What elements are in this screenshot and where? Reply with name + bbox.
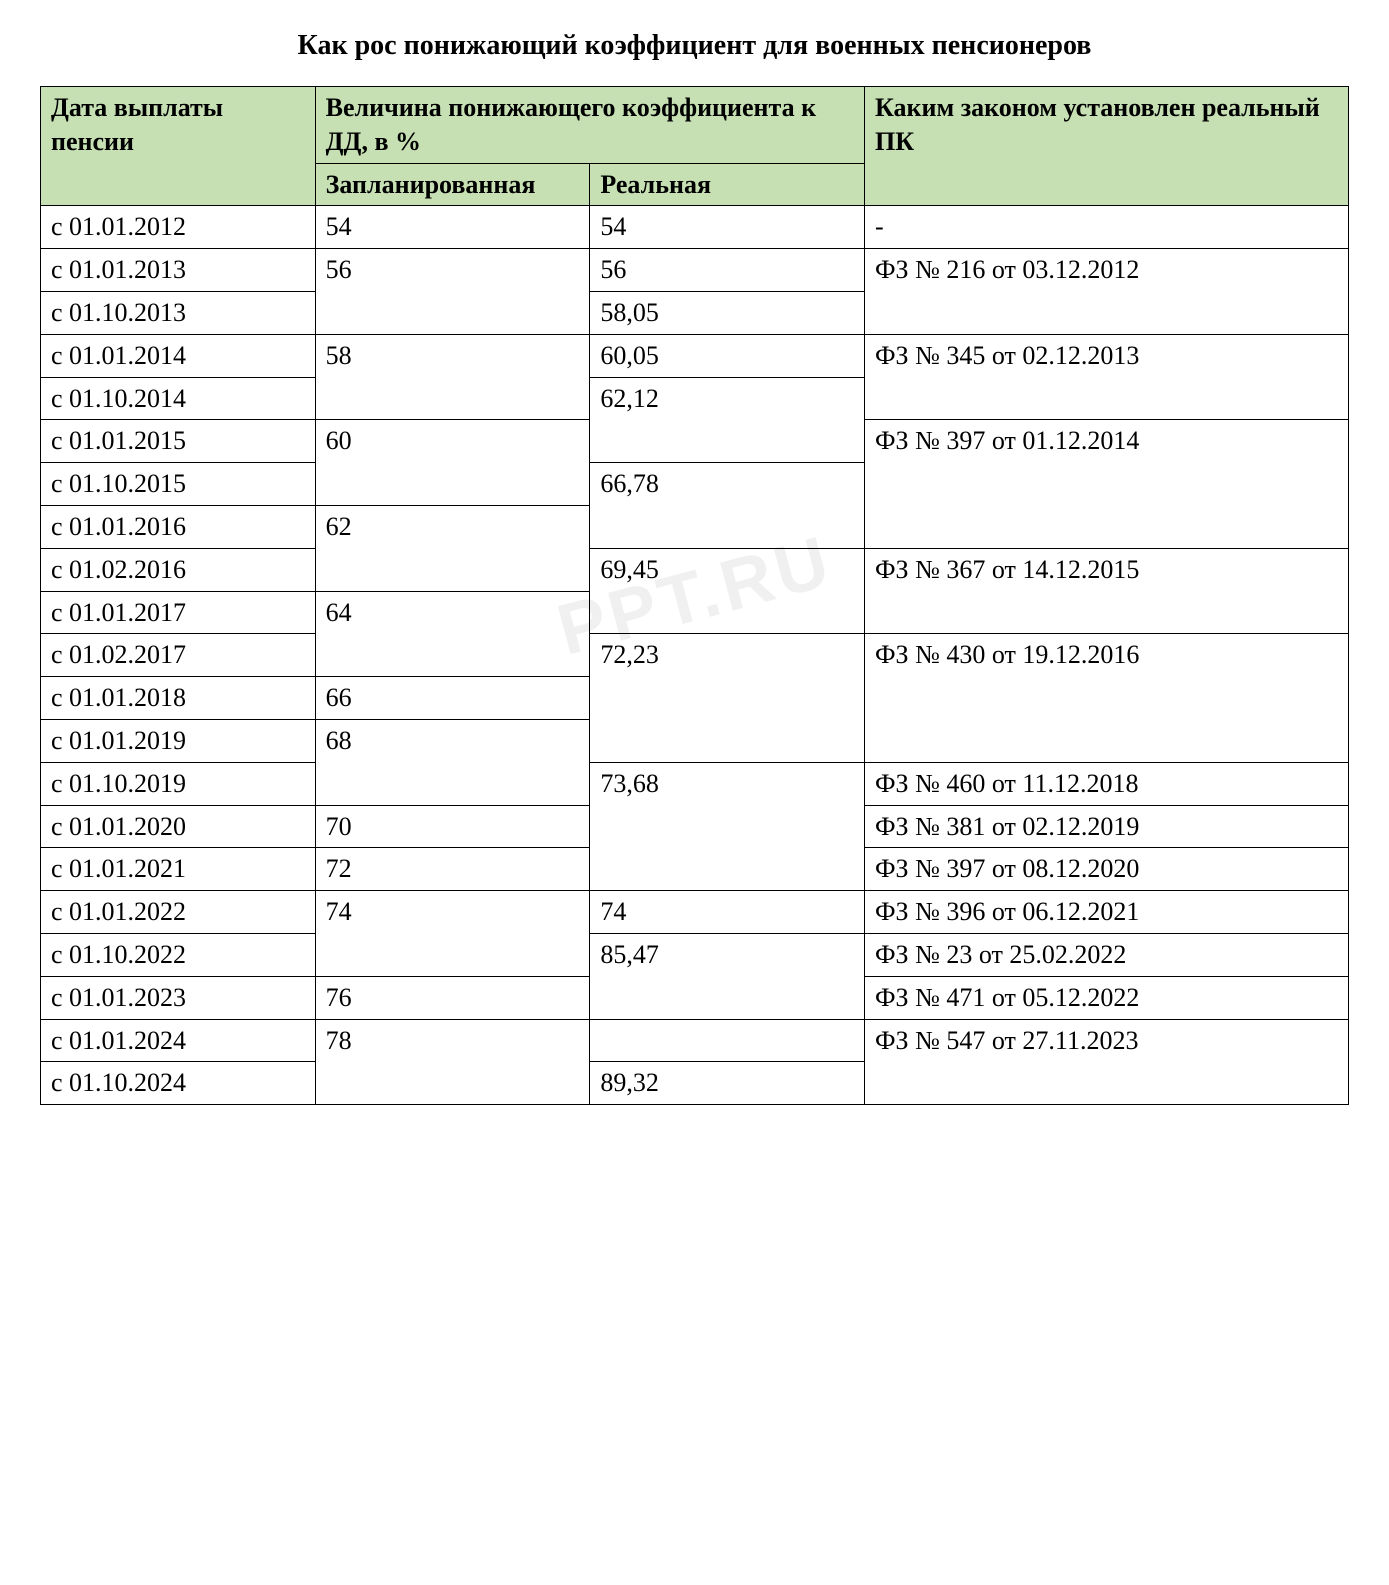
cell-law: ФЗ № 381 от 02.12.2019 <box>865 805 1349 848</box>
cell-date: с 01.10.2022 <box>41 933 316 976</box>
cell-date: с 01.01.2019 <box>41 719 316 762</box>
col-header-planned: Запланированная <box>315 163 590 206</box>
cell-date: с 01.10.2019 <box>41 762 316 805</box>
table-container: PPT.RU Дата выплаты пенсии Величина пони… <box>40 86 1349 1105</box>
cell-date: с 01.10.2014 <box>41 377 316 420</box>
cell-law: ФЗ № 397 от 01.12.2014 <box>865 420 1349 548</box>
cell-planned: 66 <box>315 677 590 720</box>
cell-planned: 62 <box>315 505 590 591</box>
cell-date: с 01.01.2016 <box>41 505 316 548</box>
cell-law: - <box>865 206 1349 249</box>
table-row: с 01.10.201973,68ФЗ № 460 от 11.12.2018 <box>41 762 1349 805</box>
page-title: Как рос понижающий коэффициент для военн… <box>40 30 1349 62</box>
col-header-law: Каким законом установлен реальный ПК <box>865 87 1349 206</box>
cell-actual: 89,32 <box>590 1062 865 1105</box>
cell-law: ФЗ № 367 от 14.12.2015 <box>865 548 1349 634</box>
cell-actual: 69,45 <box>590 548 865 634</box>
col-header-actual: Реальная <box>590 163 865 206</box>
cell-planned: 70 <box>315 805 590 848</box>
table-row: с 01.01.202478ФЗ № 547 от 27.11.2023 <box>41 1019 1349 1062</box>
table-row: с 01.02.201772,23ФЗ № 430 от 19.12.2016 <box>41 634 1349 677</box>
col-header-date: Дата выплаты пенсии <box>41 87 316 206</box>
table-row: с 01.10.202285,47ФЗ № 23 от 25.02.2022 <box>41 933 1349 976</box>
cell-date: с 01.01.2018 <box>41 677 316 720</box>
col-header-coef-group: Величина понижающего коэффициента к ДД, … <box>315 87 864 164</box>
cell-planned: 54 <box>315 206 590 249</box>
table-row: с 01.01.20227474ФЗ № 396 от 06.12.2021 <box>41 891 1349 934</box>
cell-planned: 68 <box>315 719 590 805</box>
cell-law: ФЗ № 23 от 25.02.2022 <box>865 933 1349 976</box>
cell-law: ФЗ № 430 от 19.12.2016 <box>865 634 1349 762</box>
coefficient-table: Дата выплаты пенсии Величина понижающего… <box>40 86 1349 1105</box>
cell-actual: 62,12 <box>590 377 865 463</box>
cell-actual: 56 <box>590 249 865 292</box>
cell-planned: 58 <box>315 334 590 420</box>
cell-actual: 85,47 <box>590 933 865 1019</box>
cell-planned: 60 <box>315 420 590 506</box>
cell-planned: 56 <box>315 249 590 335</box>
cell-date: с 01.02.2016 <box>41 548 316 591</box>
table-row: с 01.01.20135656ФЗ № 216 от 03.12.2012 <box>41 249 1349 292</box>
cell-actual: 74 <box>590 891 865 934</box>
table-body: с 01.01.20125454-с 01.01.20135656ФЗ № 21… <box>41 206 1349 1105</box>
cell-actual: 60,05 <box>590 334 865 377</box>
cell-date: с 01.01.2021 <box>41 848 316 891</box>
cell-actual: 58,05 <box>590 291 865 334</box>
cell-date: с 01.01.2014 <box>41 334 316 377</box>
cell-law: ФЗ № 471 от 05.12.2022 <box>865 976 1349 1019</box>
cell-date: с 01.02.2017 <box>41 634 316 677</box>
cell-date: с 01.01.2012 <box>41 206 316 249</box>
cell-planned: 78 <box>315 1019 590 1105</box>
table-row: с 01.01.20145860,05ФЗ № 345 от 02.12.201… <box>41 334 1349 377</box>
cell-law: ФЗ № 216 от 03.12.2012 <box>865 249 1349 335</box>
cell-date: с 01.01.2015 <box>41 420 316 463</box>
cell-law: ФЗ № 396 от 06.12.2021 <box>865 891 1349 934</box>
cell-law: ФЗ № 345 от 02.12.2013 <box>865 334 1349 420</box>
cell-date: с 01.10.2015 <box>41 463 316 506</box>
cell-actual: 54 <box>590 206 865 249</box>
cell-date: с 01.01.2023 <box>41 976 316 1019</box>
cell-planned: 76 <box>315 976 590 1019</box>
cell-date: с 01.10.2013 <box>41 291 316 334</box>
cell-date: с 01.01.2022 <box>41 891 316 934</box>
cell-planned: 72 <box>315 848 590 891</box>
table-row: с 01.01.20125454- <box>41 206 1349 249</box>
cell-actual: 72,23 <box>590 634 865 762</box>
cell-date: с 01.01.2013 <box>41 249 316 292</box>
cell-actual: 73,68 <box>590 762 865 890</box>
cell-law: ФЗ № 460 от 11.12.2018 <box>865 762 1349 805</box>
cell-date: с 01.01.2024 <box>41 1019 316 1062</box>
cell-law: ФЗ № 397 от 08.12.2020 <box>865 848 1349 891</box>
cell-planned: 74 <box>315 891 590 977</box>
cell-date: с 01.10.2024 <box>41 1062 316 1105</box>
cell-planned: 64 <box>315 591 590 677</box>
cell-date: с 01.01.2020 <box>41 805 316 848</box>
cell-date: с 01.01.2017 <box>41 591 316 634</box>
cell-actual <box>590 1019 865 1062</box>
table-row: с 01.02.201669,45ФЗ № 367 от 14.12.2015 <box>41 548 1349 591</box>
cell-law: ФЗ № 547 от 27.11.2023 <box>865 1019 1349 1105</box>
cell-actual: 66,78 <box>590 463 865 549</box>
